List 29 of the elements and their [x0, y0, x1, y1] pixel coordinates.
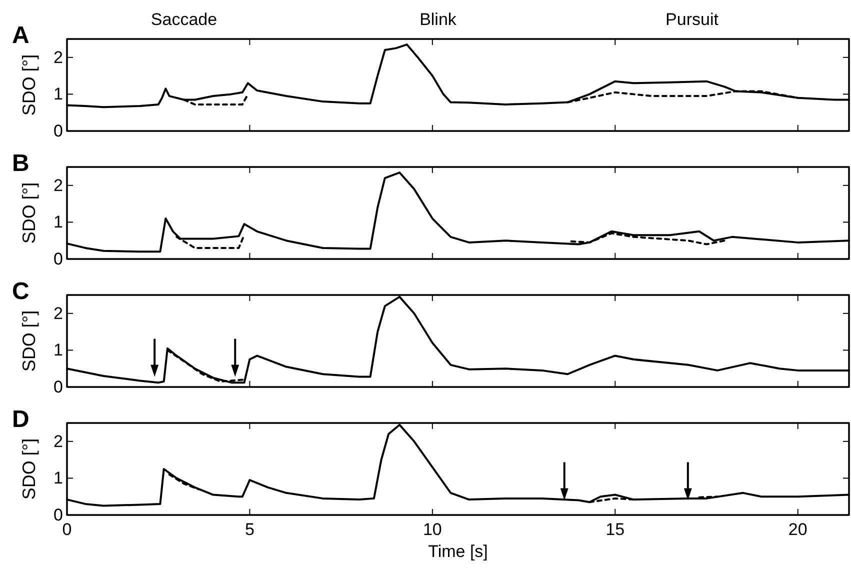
text: Saccade [150, 10, 218, 29]
text: Pursuit [666, 10, 719, 29]
y-tick-label: 2 [54, 432, 63, 451]
chart-title: A [12, 22, 30, 49]
y-axis-title: SDO [°] [19, 54, 39, 116]
y-tick-label: 2 [54, 176, 63, 195]
y-tick-label: 2 [54, 304, 63, 323]
chart-title: B [12, 150, 30, 177]
y-tick-label: 1 [54, 212, 63, 232]
x-tick-label: 20 [788, 520, 808, 540]
y-tick-label: 1 [54, 468, 63, 488]
y-tick-label: 0 [54, 249, 63, 268]
x-tick-label: 15 [606, 520, 625, 540]
chart-title: C [12, 278, 30, 305]
line-series [66, 296, 850, 384]
y-tick-label: 2 [54, 48, 63, 67]
y-axis-title: SDO [°] [19, 438, 39, 500]
y-tick-label: 0 [54, 377, 63, 396]
y-tick-label: 0 [54, 121, 63, 140]
x-axis-title: Time [s] [428, 542, 488, 561]
chart-title: D [12, 406, 30, 433]
y-tick-label: 0 [54, 505, 63, 524]
text: Blink [420, 10, 457, 29]
y-tick-label: 1 [54, 84, 63, 104]
y-tick-label: 1 [54, 340, 63, 360]
y-axis-title: SDO [°] [19, 310, 39, 372]
x-tick-label: 10 [422, 520, 442, 540]
x-tick-label: 5 [244, 520, 254, 540]
y-axis-title: SDO [°] [19, 182, 39, 244]
